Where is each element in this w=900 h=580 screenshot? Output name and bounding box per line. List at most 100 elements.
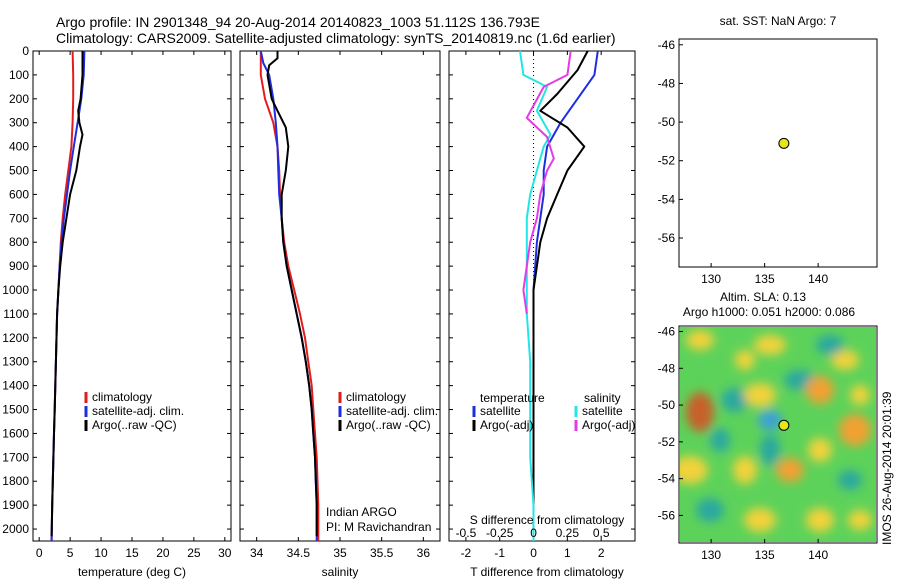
salinity-panel	[239, 50, 441, 542]
depth-tick-label: 600	[9, 187, 29, 201]
map-y-tick-label: -48	[658, 76, 676, 90]
depth-tick-label: 800	[9, 235, 29, 249]
sla-anomaly	[744, 508, 776, 532]
sla-anomaly	[831, 350, 859, 370]
figure-title-line1: Argo profile: IN 2901348_94 20-Aug-2014 …	[56, 14, 540, 30]
depth-tick-label: 0	[22, 44, 29, 58]
map-x-tick-label: 130	[701, 548, 721, 562]
depth-tick-label: 700	[9, 211, 29, 225]
temperature-panel	[32, 50, 232, 542]
altimetry-map-subtitle: Argo h1000: 0.051 h2000: 0.086	[683, 305, 855, 319]
sla-anomaly	[850, 385, 870, 405]
series-line	[532, 50, 589, 537]
salinity-annotation-1: Indian ARGO	[326, 505, 397, 519]
depth-tick-label: 1900	[2, 498, 29, 512]
series-line	[50, 51, 84, 537]
legend-label: Argo(-adj)	[582, 418, 635, 432]
depth-tick-label: 1200	[2, 331, 29, 345]
map-y-tick-label: -52	[658, 154, 676, 168]
legend-label: satellite	[480, 404, 521, 418]
sla-anomaly	[680, 456, 708, 484]
legend-header-temperature: temperature	[480, 391, 545, 405]
map-x-tick-label: 140	[808, 548, 828, 562]
legend-header-salinity: salinity	[584, 391, 621, 405]
s-tick-label: -0.25	[486, 526, 514, 540]
x-tick-label: 15	[125, 546, 139, 560]
map-x-tick-label: 135	[755, 272, 775, 286]
argo-station-marker	[778, 419, 790, 431]
x-tick-label: 0	[36, 546, 43, 560]
legend-label: climatology	[92, 390, 152, 404]
map-y-tick-label: -56	[658, 231, 676, 245]
series-line	[522, 50, 572, 315]
depth-tick-label: 100	[9, 68, 29, 82]
map-x-tick-label: 130	[701, 272, 721, 286]
x-tick-label: 1	[564, 546, 571, 560]
x-tick-label: -1	[494, 546, 505, 560]
x-tick-label: 34.5	[287, 546, 311, 560]
depth-tick-label: 400	[9, 140, 29, 154]
s-tick-label: 0.5	[593, 526, 610, 540]
altimetry-map-panel	[678, 325, 878, 544]
depth-axis: 0 100 200 300 400 500 600 700 800 900 1000 1100 1200…	[2, 44, 635, 536]
x-tick-label: 30	[218, 546, 232, 560]
depth-tick-label: 300	[9, 116, 29, 130]
sla-anomaly	[760, 434, 780, 466]
legend-label: climatology	[346, 390, 406, 404]
series-line	[532, 50, 599, 541]
temperature-xlabel: temperature (deg C)	[78, 565, 186, 579]
legend-label: Argo(..raw -QC)	[92, 418, 177, 432]
sla-anomaly	[686, 330, 714, 350]
x-tick-label: 35	[333, 546, 347, 560]
x-tick-label: 35.5	[370, 546, 394, 560]
sla-anomaly	[735, 350, 755, 370]
sla-anomaly	[848, 510, 872, 530]
series-line	[266, 51, 318, 537]
sla-anomaly	[696, 498, 724, 522]
x-tick-label: 10	[94, 546, 108, 560]
sla-anomaly	[806, 376, 834, 404]
series-line	[259, 50, 318, 541]
map-y-tick-label: -50	[658, 398, 676, 412]
sla-anomaly	[686, 392, 714, 432]
depth-tick-label: 1300	[2, 355, 29, 369]
depth-tick-label: 900	[9, 259, 29, 273]
imos-watermark: IMOS 26-Aug-2014 20:01:39	[880, 391, 894, 545]
legend-label: satellite	[582, 404, 623, 418]
s-tick-label: 0	[530, 526, 537, 540]
sla-anomaly	[816, 335, 844, 355]
legend-label: satellite-adj. clim.	[92, 404, 184, 418]
depth-tick-label: 1700	[2, 450, 29, 464]
position-map-title: sat. SST: NaN Argo: 7	[720, 14, 837, 28]
argo-station-marker	[778, 137, 790, 149]
depth-tick-label: 200	[9, 92, 29, 106]
sla-anomaly	[808, 438, 832, 462]
map-y-tick-label: -56	[658, 508, 676, 522]
sla-anomaly	[838, 470, 862, 490]
difference-xlabel: T difference from climatology	[470, 565, 624, 579]
sla-anomaly	[806, 508, 834, 532]
depth-tick-label: 2000	[2, 522, 29, 536]
depth-tick-label: 1800	[2, 474, 29, 488]
series-line	[50, 50, 75, 542]
sla-anomaly	[839, 414, 871, 446]
sla-anomaly	[776, 458, 804, 482]
legend-label: Argo(..raw -QC)	[346, 418, 431, 432]
x-tick-label: 0	[530, 546, 537, 560]
map-x-tick-label: 135	[755, 548, 775, 562]
salinity-annotation-2: PI: M Ravichandran	[326, 520, 431, 534]
salinity-profiles: 34 34.5 35 35.5 36 climatologysatellite-adj. …	[250, 50, 438, 560]
series-line	[259, 51, 320, 541]
x-tick-label: 36	[417, 546, 431, 560]
difference-panel	[448, 50, 636, 542]
sla-anomaly	[721, 388, 749, 412]
sla-anomaly	[733, 456, 757, 484]
sla-anomaly	[754, 335, 786, 355]
map-layers: 130 135 140 -46 -48 -50 -52 -54 -56 130 135 140 -46 -…	[658, 38, 829, 562]
x-tick-label: 2	[598, 546, 605, 560]
series-line	[519, 50, 552, 541]
figure-title-line2: Climatology: CARS2009. Satellite-adjuste…	[56, 30, 616, 46]
legend-label: satellite-adj. clim.	[346, 404, 438, 418]
